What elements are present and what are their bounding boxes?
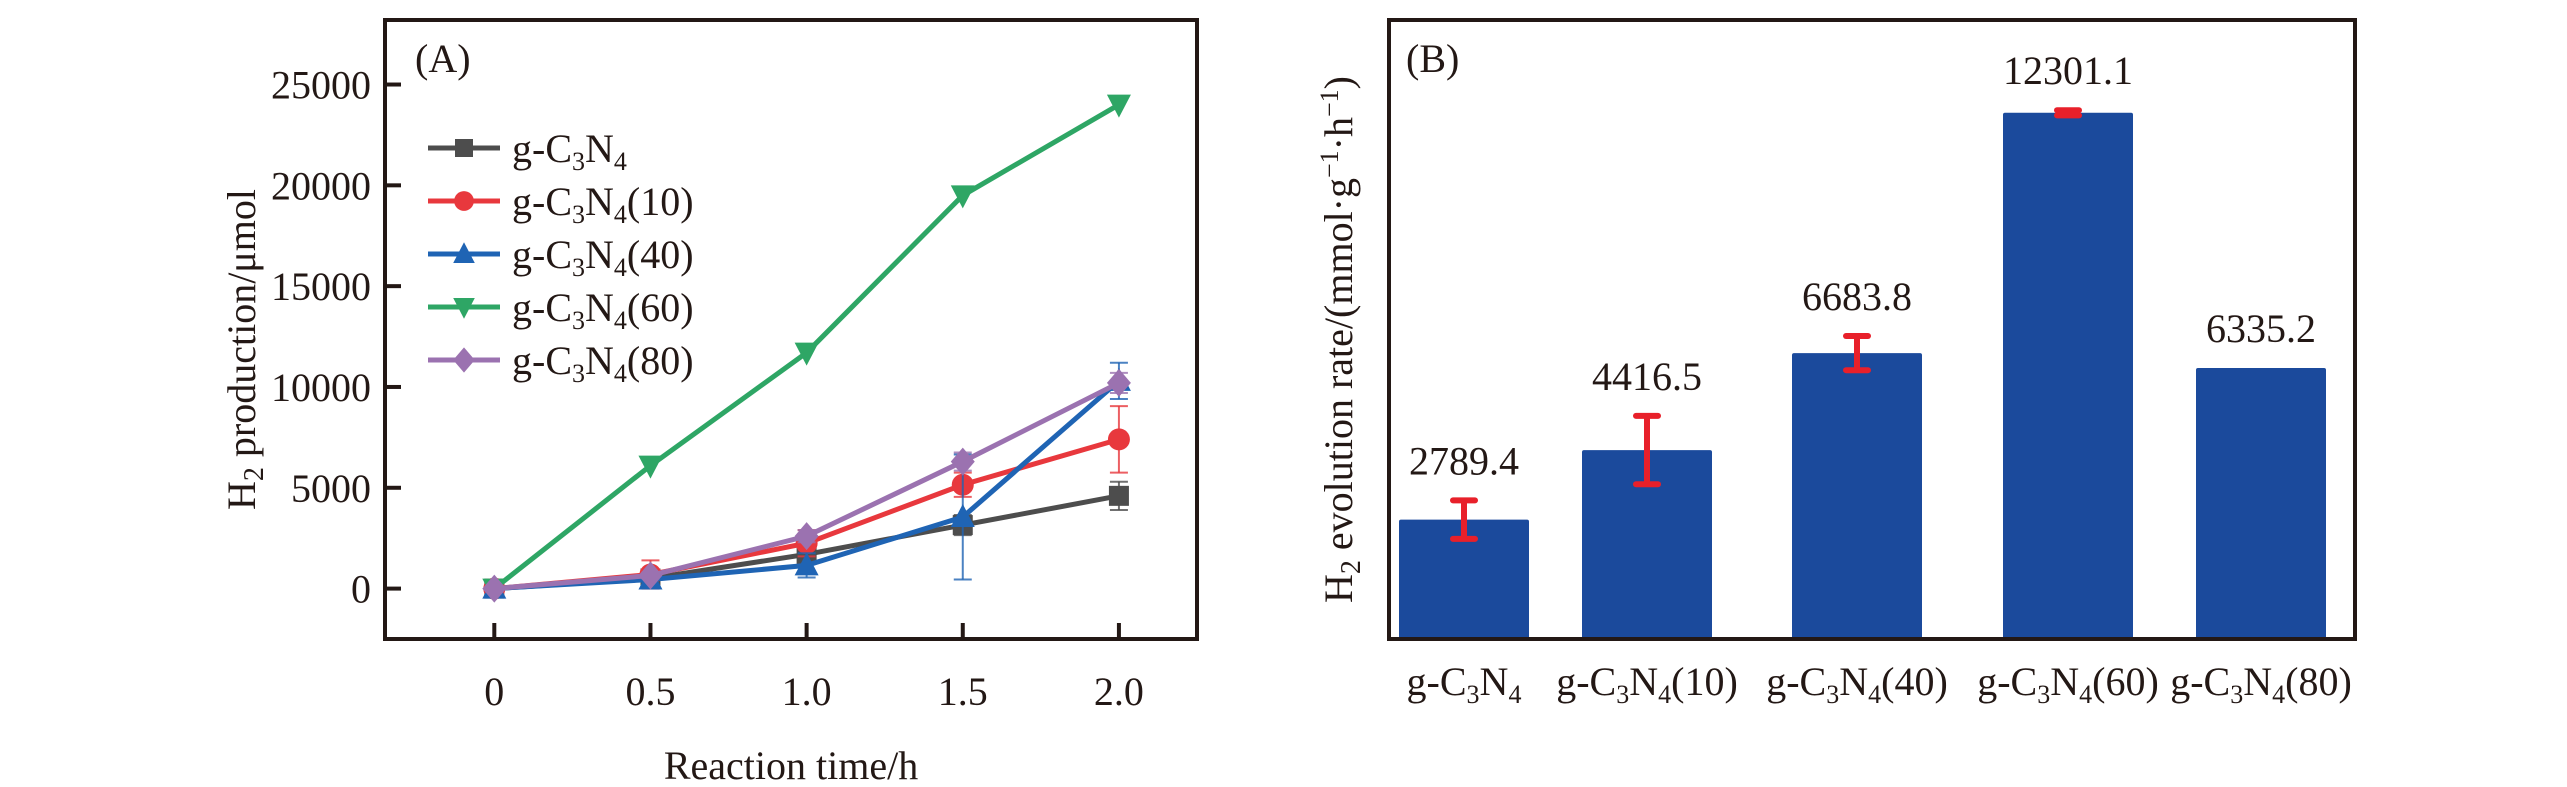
bar <box>2003 112 2133 639</box>
panel-a-x-axis-title: Reaction time/h <box>664 743 918 787</box>
y-title-dot: ·h <box>1316 117 1361 150</box>
data-point <box>638 455 663 479</box>
bar-value-label: 6683.8 <box>1802 274 1912 319</box>
legend-label: g-C3N4(10) <box>512 179 694 229</box>
error-bar <box>1633 412 1661 488</box>
error-bar <box>2054 107 2082 119</box>
data-point <box>1106 94 1131 118</box>
bar-group: 2789.4 <box>1399 438 1529 639</box>
panel-a-line-chart: (A) 0 5000 10000 15000 20000 25000 0 0.5 1.0 1.5… <box>219 18 1199 787</box>
bar <box>1792 353 1922 639</box>
error-bar <box>1450 497 1478 542</box>
y-title-rest: production/μmol <box>219 189 264 467</box>
y-title-sup2: −1 <box>1315 89 1344 117</box>
category-label: g-C3N4(40) <box>1766 659 1948 709</box>
x-tick-label: 0 <box>484 669 504 714</box>
bar-group: 6335.2 <box>2196 306 2326 639</box>
y-title-sub: 2 <box>1336 560 1367 574</box>
panel-b-y-axis-title: H2 evolution rate/(mmol·g−1·h−1) <box>1315 76 1367 603</box>
data-point <box>1106 368 1131 397</box>
legend-item: g-C3N4(10) <box>428 179 694 229</box>
bar <box>1582 450 1712 639</box>
data-point <box>950 185 975 209</box>
category-label: g-C3N4(60) <box>1977 659 2159 709</box>
category-label: g-C3N4(10) <box>1556 659 1738 709</box>
error-bar <box>1843 332 1871 374</box>
data-point <box>794 342 819 366</box>
y-tick-label: 20000 <box>271 163 371 208</box>
legend-label: g-C3N4 <box>512 126 627 176</box>
y-title-h: H <box>219 481 264 510</box>
legend-item: g-C3N4(80) <box>428 338 694 388</box>
panel-a-y-axis: 0 5000 10000 15000 20000 25000 <box>271 63 401 612</box>
legend-label: g-C3N4(60) <box>512 285 694 335</box>
data-point <box>1107 428 1130 451</box>
category-label: g-C3N4(80) <box>2170 659 2352 709</box>
legend-item: g-C3N4(40) <box>428 232 694 282</box>
legend-marker <box>455 139 473 157</box>
y-title-h: H <box>1316 574 1361 603</box>
data-point <box>638 561 663 590</box>
panel-b-label: (B) <box>1406 36 1459 81</box>
legend-item: g-C3N4(60) <box>428 285 694 335</box>
legend-label: g-C3N4(40) <box>512 232 694 282</box>
panel-a-legend: g-C3N4g-C3N4(10)g-C3N4(40)g-C3N4(60)g-C3… <box>428 126 694 388</box>
bar-value-label: 2789.4 <box>1409 438 1519 483</box>
panel-a-label: (A) <box>415 36 471 81</box>
x-tick-label: 1.0 <box>782 669 832 714</box>
y-title-sup1: −1 <box>1315 150 1344 178</box>
panel-a-plot-frame <box>383 18 1199 641</box>
x-tick-label: 1.5 <box>938 669 988 714</box>
y-tick-label: 0 <box>351 567 371 612</box>
data-point <box>1108 485 1129 506</box>
y-tick-label: 25000 <box>271 63 371 108</box>
panel-a-y-axis-title: H2 production/μmol <box>219 189 270 510</box>
x-tick-label: 2.0 <box>1094 669 1144 714</box>
data-point <box>482 574 507 603</box>
y-title-sub: 2 <box>239 467 270 481</box>
panel-a-x-axis: 0 0.5 1.0 1.5 2.0 <box>484 623 1144 714</box>
bar-value-label: 4416.5 <box>1592 354 1702 399</box>
legend-marker <box>453 242 475 263</box>
panel-b-bars: 2789.4 4416.5 6683.8 12301.1 6335.2 <box>1399 48 2326 639</box>
legend-marker <box>453 298 475 319</box>
y-tick-label: 10000 <box>271 365 371 410</box>
bar <box>2196 367 2326 639</box>
y-title-close: ) <box>1316 76 1361 89</box>
bar-group: 6683.8 <box>1792 274 1922 639</box>
panel-a-series <box>482 94 1131 603</box>
data-point <box>794 552 819 576</box>
y-title-rest: evolution rate/(mmol·g <box>1316 178 1361 560</box>
category-label: g-C3N4 <box>1407 659 1522 709</box>
panel-b-bar-chart: 2789.4 4416.5 6683.8 12301.1 6335.2 (B) H2 e… <box>1315 18 2357 709</box>
legend-label: g-C3N4(80) <box>512 338 694 388</box>
data-point <box>950 504 975 528</box>
y-tick-label: 15000 <box>271 264 371 309</box>
bar-group: 12301.1 <box>2003 48 2133 639</box>
legend-item: g-C3N4 <box>428 126 627 176</box>
legend-marker <box>454 191 474 211</box>
x-tick-label: 0.5 <box>625 669 675 714</box>
panel-b-plot-frame <box>1387 18 2357 641</box>
data-point <box>950 447 975 476</box>
y-tick-label: 5000 <box>291 466 371 511</box>
data-point <box>794 522 819 551</box>
bar <box>1399 519 1529 639</box>
bar-value-label: 6335.2 <box>2206 306 2316 351</box>
bar-value-label: 12301.1 <box>2003 48 2133 93</box>
legend-marker <box>453 347 475 373</box>
bar-group: 4416.5 <box>1582 354 1712 639</box>
panel-b-x-axis: g-C3N4 g-C3N4(10) g-C3N4(40) g-C3N4(60) g-C3… <box>1407 659 2352 709</box>
series-g-C3N4(40) <box>482 361 1131 599</box>
series-g-C3N4(80) <box>482 368 1131 603</box>
